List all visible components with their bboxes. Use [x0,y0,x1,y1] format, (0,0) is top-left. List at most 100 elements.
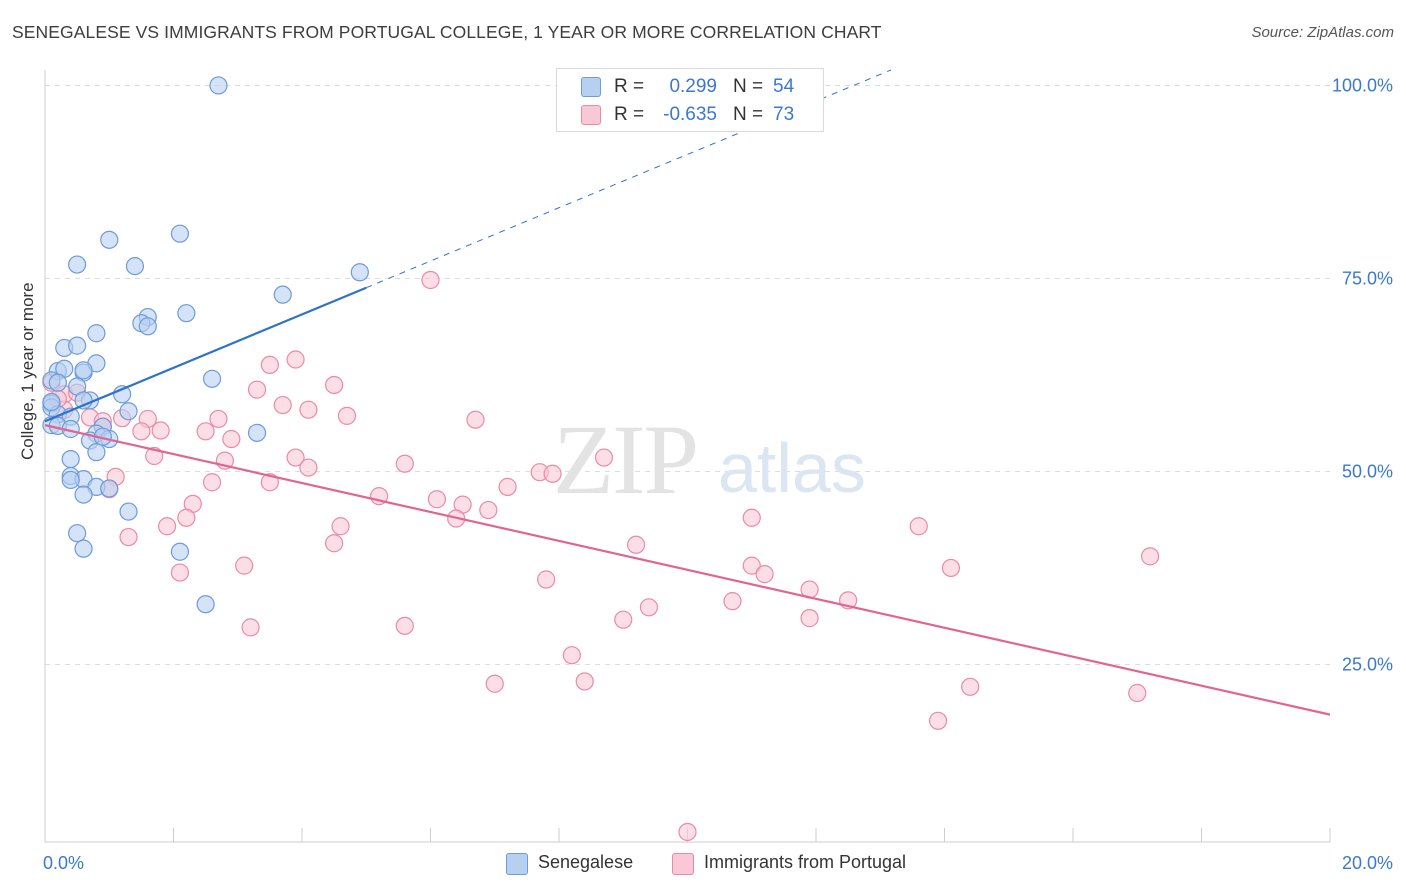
senegalese-point [74,539,93,558]
portugal-point [800,609,819,628]
senegalese-point [247,423,267,442]
portugal-point [614,610,633,629]
portugal-point [742,556,761,575]
portugal-point [196,422,215,441]
watermark-zip: ZIP [553,404,699,515]
portugal-point [157,517,177,536]
senegalese-point [209,76,228,95]
portugal-point [177,508,196,527]
legend-r-value: -0.635 [663,104,717,125]
y-tick-label: 50.0% [1342,461,1393,481]
portugal-point [222,429,241,449]
legend-n-value: 73 [773,104,795,125]
legend-label-portugal: Immigrants from Portugal [704,852,907,872]
portugal-point [498,477,517,496]
legend-swatch-senegalese [581,77,601,97]
legend-row-portugal: R = -0.635 N = 73 [557,101,823,129]
senegalese-point [100,230,119,249]
senegalese-point [177,304,196,323]
portugal-point [626,535,646,554]
portugal-point [151,421,170,440]
senegalese-point [87,324,106,343]
senegalese-point [350,263,369,282]
portugal-point [961,677,980,696]
senegalese-point [68,524,87,543]
portugal-point [247,380,267,399]
portugal-point [543,464,562,483]
senegalese-point [202,369,222,388]
portugal-point [427,490,447,509]
portugal-point [1140,547,1160,566]
portugal-point [678,822,697,842]
senegalese-point [100,479,119,498]
legend-label-senegalese: Senegalese [538,852,634,872]
senegalese-point [170,224,190,243]
legend-row-senegalese: R = 0.299 N = 54 [557,73,823,101]
portugal-point [299,458,318,477]
senegalese-point [273,285,292,304]
portugal-point [485,674,504,693]
portugal-point [421,270,440,290]
portugal-point [170,563,190,582]
senegalese-point [61,470,80,490]
senegalese-point [48,373,67,392]
legend-n-label: N = [733,104,764,125]
portugal-point [119,527,138,547]
senegalese-point [119,502,138,521]
watermark-atlas: atlas [718,429,866,507]
portugal-point [260,355,279,375]
legend-swatch-senegalese [506,853,528,875]
source-credit: Source: ZipAtlas.com [1251,24,1394,41]
portugal-point [575,672,594,691]
legend-swatch-portugal [672,853,694,875]
portugal-point [235,556,254,575]
senegalese-point [74,391,93,410]
portugal-point [941,558,961,578]
y-tick-label: 75.0% [1342,268,1393,288]
legend-n-value: 54 [773,76,795,97]
portugal-point [331,517,350,536]
portugal-point [209,409,228,429]
portugal-point [325,375,344,395]
senegalese-point [170,542,190,561]
senegalese-point [74,485,93,504]
senegalese-point [138,317,157,336]
portugal-point [286,350,305,369]
portugal-point [639,598,659,617]
portugal-point [1128,683,1147,703]
portugal-point [537,570,556,589]
portugal-point [479,500,498,520]
portugal-point [132,422,151,441]
portugal-point [395,454,414,473]
senegalese-point [119,402,138,421]
portugal-point [273,395,292,415]
legend-r-label: R = [614,104,645,125]
x-tick-label: 0.0% [43,853,84,873]
portugal-point [723,592,742,611]
portugal-point [286,448,305,467]
senegalese-trend-line [44,286,367,423]
portugal-point [202,473,222,492]
portugal-point [466,410,485,429]
portugal-point [260,473,279,492]
portugal-point [742,508,761,527]
y-axis-label: College, 1 year or more [18,282,37,460]
portugal-point [562,646,581,665]
senegalese-point [125,256,145,276]
portugal-point [928,711,948,730]
portugal-point [594,448,614,467]
portugal-point [325,534,344,553]
senegalese-point [74,361,93,380]
senegalese-point [61,449,80,469]
chart-title: SENEGALESE VS IMMIGRANTS FROM PORTUGAL C… [12,22,882,42]
senegalese-point [68,255,87,274]
portugal-point [395,616,414,635]
legend-r-label: R = [614,76,645,97]
legend-swatch-portugal [581,105,601,125]
senegalese-point [196,595,215,614]
portugal-trend-line [44,424,1331,716]
senegalese-point [68,336,87,355]
senegalese-point [87,443,106,462]
portugal-point [241,618,260,637]
